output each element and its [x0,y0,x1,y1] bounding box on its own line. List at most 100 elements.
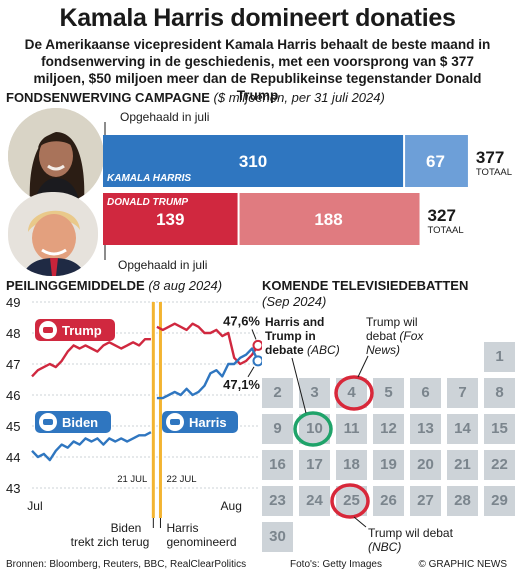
poll-chart: 43 44 45 46 47 48 49 Jul Aug 21 JUL 22 JUL 47,6% 47,… [6,295,262,549]
calendar-day-26: 26 [373,486,404,516]
calendar-day-2: 2 [262,378,293,408]
poll-subheading: (8 aug 2024) [148,278,223,293]
y-tick-48: 48 [6,326,20,341]
anno-fox-network2: News) [366,343,401,357]
bar-total-1: 327 [428,206,456,225]
note-harris-line2: genomineerd [166,535,236,549]
sep10-highlight-ring [293,411,333,447]
calendar-day-20: 20 [410,450,441,480]
fundraising-heading: FONDSENWERVING CAMPAGNE ($ miljoenen, pe… [6,90,385,105]
calendar-day-27: 27 [410,486,441,516]
calendar-day-29: 29 [484,486,515,516]
sources-credit: Bronnen: Bloomberg, Reuters, BBC, RealCl… [6,559,247,570]
bar-total-label-1: TOTAAL [428,225,464,236]
bar-trump-prior [239,193,420,245]
sep4-highlight-ring [334,375,374,411]
calendar-day-18: 18 [336,450,367,480]
harris-photo [8,108,104,204]
note-harris-line1: Harris [166,521,198,535]
callout-trump-july: Opgehaald in juli [118,258,208,272]
note-biden-line1: Biden [111,521,142,535]
trump-elephant-icon [43,327,53,333]
harris-end-value: 47,1% [223,377,260,392]
harris-portrait-icon [8,108,104,204]
bar-candidate-name-1: DONALD TRUMP [107,197,188,208]
page-subtitle: De Amerikaanse vicepresident Kamala Harr… [24,37,491,103]
anno-fox-network: (Fox [399,329,424,343]
y-tick-46: 46 [6,388,20,403]
series-line-trump-after [156,322,260,366]
event-label-22-jul: 22 JUL [166,474,196,485]
page-title: Kamala Harris domineert donaties [59,4,456,32]
y-tick-45: 45 [6,419,20,434]
bar-total-0: 377 [476,148,504,167]
bar-harris-july [103,135,404,187]
trump-end-pointer [251,329,257,340]
biden-donkey-icon [43,419,53,425]
calendar-day-3: 3 [299,378,330,408]
sep4-pointer [357,355,369,378]
calendar-day-19: 19 [373,450,404,480]
bar-harris-prior [405,135,468,187]
trump-endpoint [252,339,262,351]
calendar-day-17: 17 [299,450,330,480]
calendar-day-5: 5 [373,378,404,408]
calendar-day-23: 23 [262,486,293,516]
calendar-day-9: 9 [262,414,293,444]
bar-trump-july [103,193,238,245]
anno-nbc-line1: Trump wil debat [368,526,453,540]
anno-fox-line2: debat [366,329,397,343]
event-label-21-jul: 21 JUL [117,474,147,485]
annotation-fox-debate: Trump wil debat (Fox News) [366,315,423,357]
photo-credit: Foto's: Getty Images [290,559,382,570]
calendar-day-21: 21 [447,450,478,480]
trump-tag-label: Trump [62,323,102,338]
calendar-day-14: 14 [447,414,478,444]
series-line-trump-before [31,338,151,378]
debate-heading: KOMENDE TELEVISIEDEBATTEN [262,278,469,293]
harris-endpoint [252,355,262,367]
y-tick-49: 49 [6,295,20,310]
annotation-nbc-debate: Trump wil debat (NBC) [368,526,453,554]
fundraising-subheading: ($ miljoenen, per 31 juli 2024) [213,90,385,105]
calendar-day-8: 8 [484,378,515,408]
calendar-day-28: 28 [447,486,478,516]
trump-portrait-icon [8,192,98,276]
y-tick-43: 43 [6,481,20,496]
debate-subheading: (Sep 2024) [262,294,327,309]
event-line-harris-nominated [158,302,162,518]
calendar-day-13: 13 [410,414,441,444]
series-line-harris-after [156,347,260,400]
sep25-pointer [353,516,367,528]
harris-tag-label: Harris [189,415,227,430]
brand-credit: © GRAPHIC NEWS [418,559,508,570]
calendar-day-11: 11 [336,414,367,444]
trump-photo [8,192,98,276]
bar-value-july-1: 139 [156,210,184,229]
harris-donkey-icon [170,419,180,425]
anno-abc-line3: debate [265,343,304,357]
bar-value-prior-0: 67 [426,152,445,171]
calendar-day-30: 30 [262,522,293,552]
anno-abc-line1: Harris and [265,315,325,329]
sep10-pointer [291,357,307,414]
series-line-biden-before [31,431,152,462]
bar-value-prior-1: 188 [314,210,342,229]
y-tick-44: 44 [6,450,20,465]
bar-value-july-0: 310 [239,152,267,171]
calendar-day-15: 15 [484,414,515,444]
anno-abc-line2: Trump in [265,329,316,343]
calendar-day-22: 22 [484,450,515,480]
trump-end-value: 47,6% [223,313,260,328]
calendar-day-16: 16 [262,450,293,480]
calendar-day-12: 12 [373,414,404,444]
note-biden-line2: trekt zich terug [71,535,150,549]
harris-end-pointer [247,366,255,378]
anno-abc-network: (ABC) [307,343,340,357]
poll-heading: PEILINGGEMIDDELDE (8 aug 2024) [6,278,222,293]
calendar-day-1: 1 [484,342,515,372]
debate-highlights [291,355,374,528]
callout-harris-july: Opgehaald in juli [120,110,210,124]
calendar-day-7: 7 [447,378,478,408]
